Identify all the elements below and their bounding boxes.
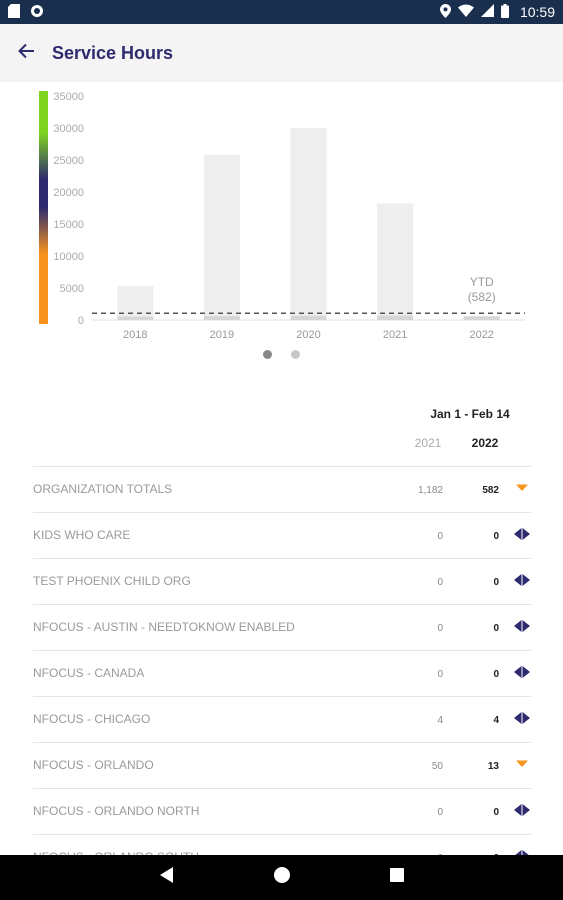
table-row[interactable]: ORGANIZATION TOTALS 1,182 582 [33,466,531,512]
organization-name: ORGANIZATION TOTALS [33,482,173,496]
ytd-annotation-value: (582) [468,290,496,304]
previous-year-value: 0 [437,531,443,542]
current-year-value: 0 [493,531,499,542]
current-year-value: 0 [493,807,499,818]
y-tick-label: 20000 [53,187,84,199]
x-tick-label: 2019 [210,329,234,341]
previous-year-value: 0 [437,623,443,634]
organization-name: NFOCUS - CHICAGO [33,712,151,726]
app-bar: Service Hours [0,24,563,82]
current-year-value: 0 [493,577,499,588]
organization-name: TEST PHOENIX CHILD ORG [33,574,191,588]
trend-flat-icon [513,665,531,679]
bar-ytd-segment-2020 [290,315,327,320]
pager-dot[interactable] [291,350,300,359]
current-year-value: 0 [493,623,499,634]
page-title: Service Hours [52,42,174,63]
service-hours-chart[interactable]: 0 5000 10000 15000 20000 25000 30000 35000 2018… [0,84,563,374]
y-tick-label: 35000 [53,91,84,103]
current-year-value: 0 [493,669,499,680]
organization-list: ORGANIZATION TOTALS 1,182 582 KIDS WHO CARE… [33,466,531,880]
organization-name: NFOCUS - CANADA [33,666,145,680]
y-tick-label: 0 [78,315,84,327]
wifi-icon [457,4,474,20]
trend-flat-icon [513,619,531,633]
table-row[interactable]: NFOCUS - CANADA 0 0 [33,650,531,696]
trend-down-icon [513,757,531,771]
date-range-label: Jan 1 - Feb 14 [430,407,510,421]
bar-2018 [117,286,154,320]
organization-name: NFOCUS - ORLANDO [33,758,154,772]
previous-year-value: 50 [431,761,443,772]
table-row[interactable]: TEST PHOENIX CHILD ORG 0 0 [33,558,531,604]
previous-year-value: 0 [437,807,443,818]
battery-icon [500,3,509,21]
color-scale-bar [39,91,48,324]
y-tick-label: 25000 [53,155,84,167]
bar-ytd-segment-2022 [463,316,500,320]
previous-year-value: 1,182 [417,485,443,496]
x-tick-label: 2018 [123,329,147,341]
clock: 10:59 [519,4,555,20]
bar-ytd-segment-2021 [377,315,414,320]
table-row[interactable]: NFOCUS - ORLANDO NORTH 0 0 [33,788,531,834]
circle-notification-icon [30,4,44,21]
current-year-value: 13 [487,761,499,772]
table-row[interactable]: KIDS WHO CARE 0 0 [33,512,531,558]
status-bar: 10:59 [0,0,563,24]
trend-down-icon [513,481,531,495]
chart-pager [0,350,563,359]
back-triangle-icon[interactable] [159,867,174,888]
trend-flat-icon [513,527,531,541]
organization-name: NFOCUS - AUSTIN - NEEDTOKNOW ENABLED [33,620,295,634]
column-header-previous-year: 2021 [414,436,442,450]
y-tick-label: 15000 [53,219,84,231]
x-tick-label: 2020 [296,329,320,341]
current-year-value: 582 [482,485,499,496]
y-tick-label: 5000 [60,283,84,295]
recents-square-icon[interactable] [389,868,404,887]
table-row[interactable]: NFOCUS - ORLANDO 50 13 [33,742,531,788]
arrow-left-icon [17,43,35,64]
back-button[interactable] [0,24,52,82]
organization-name: NFOCUS - ORLANDO NORTH [33,804,200,818]
bar-ytd-segment-2018 [117,316,154,320]
previous-year-value: 0 [437,577,443,588]
bar-2020 [290,128,327,320]
chart-svg: 0 5000 10000 15000 20000 25000 30000 35000 2018… [39,91,525,341]
previous-year-value: 4 [437,715,443,726]
x-tick-label: 2022 [469,329,493,341]
sim-card-icon [8,3,20,21]
trend-flat-icon [513,803,531,817]
trend-flat-icon [513,711,531,725]
table-row[interactable]: NFOCUS - AUSTIN - NEEDTOKNOW ENABLED 0 0 [33,604,531,650]
previous-year-value: 0 [437,669,443,680]
bar-ytd-segment-2019 [203,316,240,320]
home-circle-icon[interactable] [273,867,290,888]
bar-2021 [377,203,414,320]
trend-flat-icon [513,573,531,587]
current-year-value: 4 [493,715,499,726]
table-row[interactable]: NFOCUS - CHICAGO 4 4 [33,696,531,742]
x-tick-label: 2021 [383,329,407,341]
bar-2019 [203,154,240,320]
system-nav-bar [0,855,563,900]
ytd-annotation-label: YTD [470,275,494,289]
location-icon [439,3,451,21]
y-tick-label: 10000 [53,251,84,263]
y-tick-label: 30000 [53,123,84,135]
pager-dot[interactable] [263,350,272,359]
organization-name: KIDS WHO CARE [33,528,131,542]
column-header-current-year: 2022 [471,436,499,450]
signal-icon [480,4,494,20]
